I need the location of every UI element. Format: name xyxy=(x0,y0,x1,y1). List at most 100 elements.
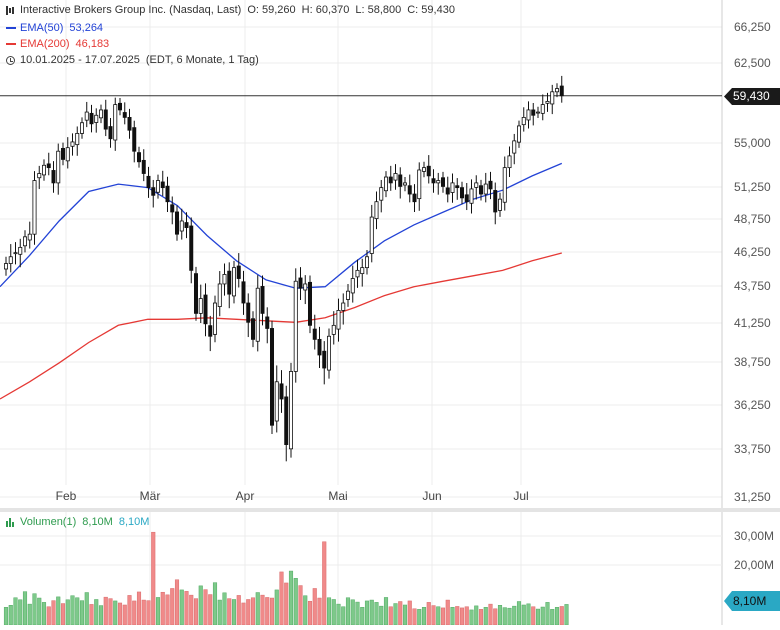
volume-bar xyxy=(464,606,469,626)
volume-bar xyxy=(117,602,123,626)
candle-body xyxy=(450,182,455,193)
candle-body xyxy=(483,183,488,195)
legend-ema50[interactable]: EMA(50) 53,264 xyxy=(6,22,103,34)
candle-body xyxy=(288,371,293,450)
volume-bar xyxy=(388,606,393,626)
volume-bar xyxy=(540,606,545,626)
month-label: Mai xyxy=(328,489,347,503)
candle-body xyxy=(393,173,398,181)
ema50-swatch xyxy=(6,27,16,29)
candle-body xyxy=(488,180,493,190)
volume-bar xyxy=(212,582,218,626)
candle-body xyxy=(13,252,18,255)
candle-body xyxy=(212,302,217,335)
volume-bar xyxy=(355,601,360,626)
candle-body xyxy=(497,198,502,211)
volume-bar xyxy=(70,595,75,626)
volume-bar xyxy=(502,607,507,626)
volume-bar xyxy=(554,607,560,626)
candle-body xyxy=(493,190,498,213)
candle-body xyxy=(374,201,379,220)
volume-value-b: 8,10M xyxy=(118,516,150,528)
volume-bar xyxy=(436,606,441,626)
ema50-label: EMA(50) xyxy=(20,22,64,34)
volume-bar xyxy=(246,599,251,626)
candle-body xyxy=(545,101,550,104)
price-tick-label: 48,750 xyxy=(734,212,771,226)
candle-body xyxy=(355,269,360,278)
volume-bar xyxy=(440,607,446,626)
ema50-value: 53,264 xyxy=(69,22,104,34)
volume-bar xyxy=(170,588,175,626)
volume-bar xyxy=(65,599,70,626)
panel-divider xyxy=(0,508,780,512)
candle-body xyxy=(42,164,47,176)
candle-body xyxy=(360,267,365,275)
volume-bar xyxy=(284,582,289,626)
candle-body xyxy=(431,178,436,184)
candle-body xyxy=(322,350,327,369)
candle-body xyxy=(94,114,99,123)
candle-body xyxy=(75,132,80,146)
volume-bar xyxy=(521,604,526,626)
volume-bar xyxy=(265,597,270,626)
candle-body xyxy=(198,298,203,314)
ema200-line xyxy=(0,252,562,400)
volume-bar xyxy=(231,599,237,626)
volume-bar xyxy=(227,598,232,626)
last-price-tag: 59,430 xyxy=(724,88,780,105)
candle-body xyxy=(203,294,208,325)
volume-bar xyxy=(151,531,156,626)
volume-bar xyxy=(336,603,341,626)
candle-body xyxy=(179,220,184,232)
volume-bar xyxy=(469,609,474,626)
volume-bar xyxy=(27,603,32,626)
price-tick-label: 31,250 xyxy=(734,490,771,504)
volume-bar xyxy=(198,585,203,626)
volume-icon xyxy=(6,517,16,527)
volume-bar xyxy=(89,604,94,626)
volume-bar xyxy=(374,602,379,626)
volume-bar xyxy=(255,592,260,626)
candle-body xyxy=(412,193,417,203)
candle-body xyxy=(27,233,32,241)
candle-body xyxy=(32,180,37,235)
price-tick-label: 55,000 xyxy=(734,136,771,150)
volume-bar xyxy=(8,605,13,626)
volume-bar xyxy=(412,608,417,626)
low-label: L: 58,800 xyxy=(355,4,402,16)
volume-bar xyxy=(155,597,161,626)
candle-body xyxy=(170,204,175,213)
candle-body xyxy=(46,163,51,169)
volume-bar xyxy=(236,595,241,626)
price-tick-label: 38,750 xyxy=(734,355,771,369)
candle-body xyxy=(61,147,66,160)
candle-body xyxy=(293,280,298,372)
candle-body xyxy=(108,126,113,140)
candle-body xyxy=(37,173,42,179)
candle-body xyxy=(265,316,270,329)
candle-body xyxy=(303,283,308,291)
volume-bar xyxy=(369,599,374,626)
legend-ema200[interactable]: EMA(200) 46,183 xyxy=(6,38,109,50)
candle-body xyxy=(526,109,531,121)
candle-body xyxy=(379,187,384,201)
volume-bar xyxy=(222,592,227,626)
candle-body xyxy=(336,310,341,330)
candle-body xyxy=(559,85,564,97)
volume-bar xyxy=(341,606,346,626)
candle-body xyxy=(122,112,127,118)
candle-body xyxy=(398,174,403,187)
volume-bar xyxy=(483,607,488,626)
volume-bar xyxy=(350,599,355,626)
candle-body xyxy=(80,122,85,134)
date-range: 10.01.2025 - 17.07.2025 (EDT, 6 Monate, … xyxy=(6,54,259,66)
volume-bar xyxy=(46,606,51,626)
volume-bar xyxy=(421,607,427,626)
candle-body xyxy=(455,185,460,189)
volume-tick-label: 20,00M xyxy=(734,558,774,572)
volume-bar xyxy=(450,607,455,626)
volume-bar xyxy=(217,599,222,626)
volume-bar xyxy=(488,603,493,626)
